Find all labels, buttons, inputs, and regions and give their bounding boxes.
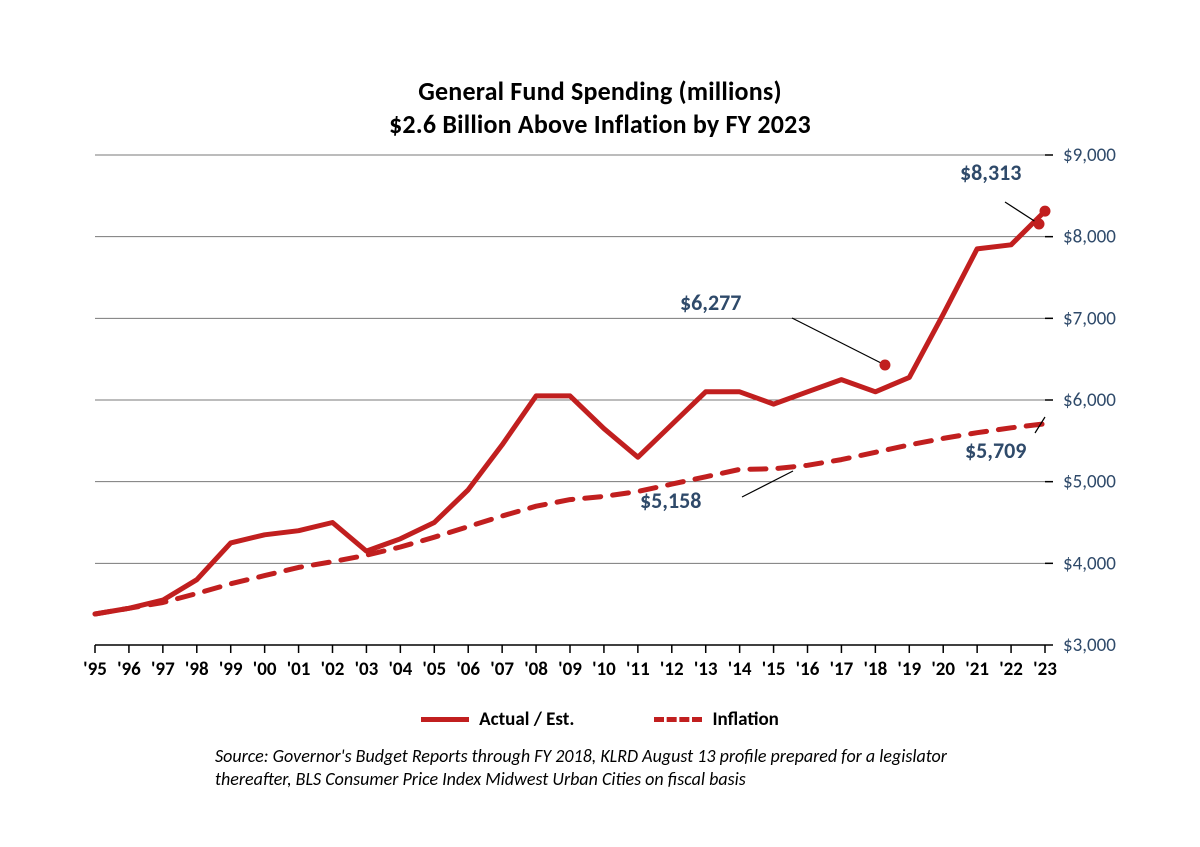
svg-text:'14: '14: [728, 658, 752, 681]
svg-text:'17: '17: [830, 658, 854, 681]
series: [95, 206, 1051, 614]
axes: [95, 155, 1053, 653]
svg-text:'15: '15: [762, 658, 786, 681]
y-tick-labels: $3,000 $4,000 $5,000 $6,000 $7,000 $8,000 $9,0…: [1063, 144, 1116, 657]
svg-text:'00: '00: [253, 658, 277, 681]
chart-container: General Fund Spending (millions) $2.6 Bi…: [0, 0, 1200, 847]
svg-text:'04: '04: [389, 658, 413, 681]
x-tick-labels: '95 '96 '97 '98 '99 '00 '01 '02 '03 '04 '05 '06 '07 '…: [83, 658, 1057, 681]
svg-text:'23: '23: [1033, 658, 1057, 681]
svg-text:'97: '97: [151, 658, 175, 681]
svg-text:'05: '05: [422, 658, 446, 681]
svg-text:'19: '19: [897, 658, 921, 681]
svg-text:'13: '13: [694, 658, 718, 681]
svg-text:$8,000: $8,000: [1063, 226, 1116, 249]
legend-label-actual: Actual / Est.: [479, 708, 574, 731]
svg-text:$6,277: $6,277: [680, 289, 741, 316]
svg-text:'11: '11: [626, 658, 650, 681]
svg-text:$3,000: $3,000: [1063, 634, 1116, 657]
svg-text:'10: '10: [592, 658, 616, 681]
svg-text:$4,000: $4,000: [1063, 552, 1116, 575]
svg-text:$5,709: $5,709: [965, 437, 1026, 464]
svg-text:$7,000: $7,000: [1063, 307, 1116, 330]
svg-text:'06: '06: [456, 658, 480, 681]
legend-swatch-solid: [421, 717, 469, 722]
svg-text:$9,000: $9,000: [1063, 144, 1116, 167]
svg-text:'02: '02: [321, 658, 345, 681]
svg-text:'18: '18: [864, 658, 888, 681]
legend-label-inflation: Inflation: [712, 708, 778, 731]
svg-text:'01: '01: [287, 658, 311, 681]
svg-text:$5,158: $5,158: [640, 487, 701, 514]
svg-text:'16: '16: [796, 658, 820, 681]
legend-item-inflation: Inflation: [654, 708, 778, 731]
svg-text:'22: '22: [999, 658, 1023, 681]
svg-text:'96: '96: [117, 658, 141, 681]
svg-text:'08: '08: [524, 658, 548, 681]
svg-text:'09: '09: [558, 658, 582, 681]
svg-text:'20: '20: [931, 658, 955, 681]
svg-text:'03: '03: [355, 658, 379, 681]
svg-text:$5,000: $5,000: [1063, 471, 1116, 494]
svg-text:'21: '21: [965, 658, 989, 681]
svg-text:$8,313: $8,313: [960, 159, 1021, 186]
legend-item-actual: Actual / Est.: [421, 708, 574, 731]
svg-text:'98: '98: [185, 658, 209, 681]
svg-text:'12: '12: [660, 658, 684, 681]
legend: Actual / Est. Inflation: [0, 708, 1200, 731]
svg-text:'95: '95: [83, 658, 107, 681]
svg-text:'07: '07: [490, 658, 514, 681]
source-note: Source: Governor's Budget Reports throug…: [215, 745, 995, 792]
legend-swatch-dashed: [654, 717, 702, 722]
svg-text:'99: '99: [219, 658, 243, 681]
svg-text:$6,000: $6,000: [1063, 389, 1116, 412]
